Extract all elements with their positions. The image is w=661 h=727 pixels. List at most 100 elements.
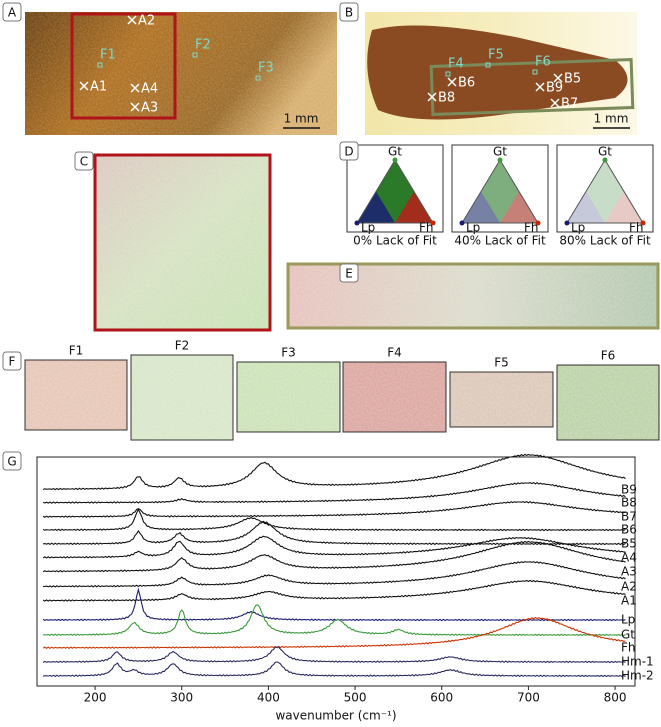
panel-letter: A [8,6,17,20]
panel-letter: D [344,145,353,159]
point-marker [130,102,140,112]
trace-label: Gt [621,628,635,642]
x-tick-label: 200 [84,691,107,705]
ternary-blue [357,191,395,223]
spectrum-line [42,500,626,518]
point-label: B8 [438,91,455,106]
plot-frame [36,456,636,687]
field-marker [255,75,261,81]
vertex-label: Gt [388,145,402,159]
ternary-red [462,160,538,223]
trace-label: B6 [621,523,637,537]
field-title: F5 [494,356,509,370]
vertex-dot [640,220,646,226]
field-texture [132,356,232,439]
vertex-label: Fh [524,221,539,235]
ternary-redpart [605,191,643,223]
point-label: A4 [141,82,158,97]
x-axis-label: wavenumber (cm⁻¹) [275,709,396,723]
field-label: F1 [100,48,116,63]
ternary-plot [357,160,433,223]
field-marker [192,52,198,58]
spectrum-line [42,579,626,602]
point-label: B7 [561,97,578,112]
field-texture [451,373,552,426]
vertex-label: Lp [571,221,585,235]
vertex-dot [354,220,360,226]
ternary-plot [567,160,643,223]
panel-letter-box [339,263,359,283]
point-marker [535,82,545,92]
point-label: A3 [141,101,158,116]
ternary-blue [462,191,500,223]
field-title: F2 [175,339,190,353]
trace-label: B5 [621,537,637,551]
panel-letter-box [339,141,359,161]
field-label: F5 [488,48,504,63]
vertex-dot [392,157,398,163]
field-texture [558,366,658,439]
x-tick-label: 400 [257,691,280,705]
spectrum-line [42,616,626,649]
spectrum-line [43,604,626,637]
panel-letter-box [2,2,22,22]
vertex-dot [602,157,608,163]
vertex-label: Lp [361,221,375,235]
spectrum-line [42,540,626,573]
spectrum-line [42,508,626,532]
field-title: F3 [281,346,296,360]
trace-label: A3 [621,565,637,579]
trace-label: Hm-1 [621,655,654,669]
x-tick-label: 300 [170,691,193,705]
field-label: F2 [195,38,211,53]
field-marker [97,62,103,68]
field-label: F4 [448,57,464,72]
point-marker [553,73,563,83]
panel-letter-box [74,151,94,171]
ternary-redpart [395,191,433,223]
scale-label: 1 mm [284,112,319,126]
point-marker [130,83,140,93]
region-a [70,12,177,120]
panel-letter: G [7,455,16,469]
field-texture [26,361,126,429]
trace-label: A1 [621,594,637,608]
vertex-label: Fh [629,221,644,235]
point-marker [127,15,137,25]
spectrum-line [43,661,626,678]
field-marker [445,71,451,77]
panel-letter: C [80,155,88,169]
vertex-dot [497,157,503,163]
panel-letter: F [9,355,16,369]
ternary-outline [566,159,644,224]
ternary-caption: 80% Lack of Fit [559,234,651,248]
vertex-label: Gt [598,145,612,159]
ternary-caption: 0% Lack of Fit [353,234,437,248]
field-marker [532,69,538,75]
point-marker [427,92,437,102]
vertex-dot [564,220,570,226]
panel-letter-box [2,351,22,371]
ternary-outline [356,159,434,224]
spectrum-line [42,646,626,664]
x-tick-label: 600 [430,691,453,705]
ternary-plot [462,160,538,223]
vertex-label: Lp [466,221,480,235]
trace-label: B8 [621,496,637,510]
trace-label: Lp [621,613,635,627]
x-tick-label: 800 [604,691,627,705]
map-c-texture [97,157,268,328]
ternary-outline [461,159,539,224]
field-label: F3 [258,61,274,76]
trace-label: B9 [621,483,637,497]
field-label: F6 [535,55,551,70]
trace-label: B7 [621,510,637,524]
ternary-blue [567,191,605,223]
vertex-dot [535,220,541,226]
trace-label: Fh [621,641,636,655]
trace-label: Hm-2 [621,669,654,683]
vertex-label: Fh [419,221,434,235]
panel-letter: E [345,267,353,281]
scale-label: 1 mm [594,112,629,126]
panel-letter-box [2,451,22,471]
